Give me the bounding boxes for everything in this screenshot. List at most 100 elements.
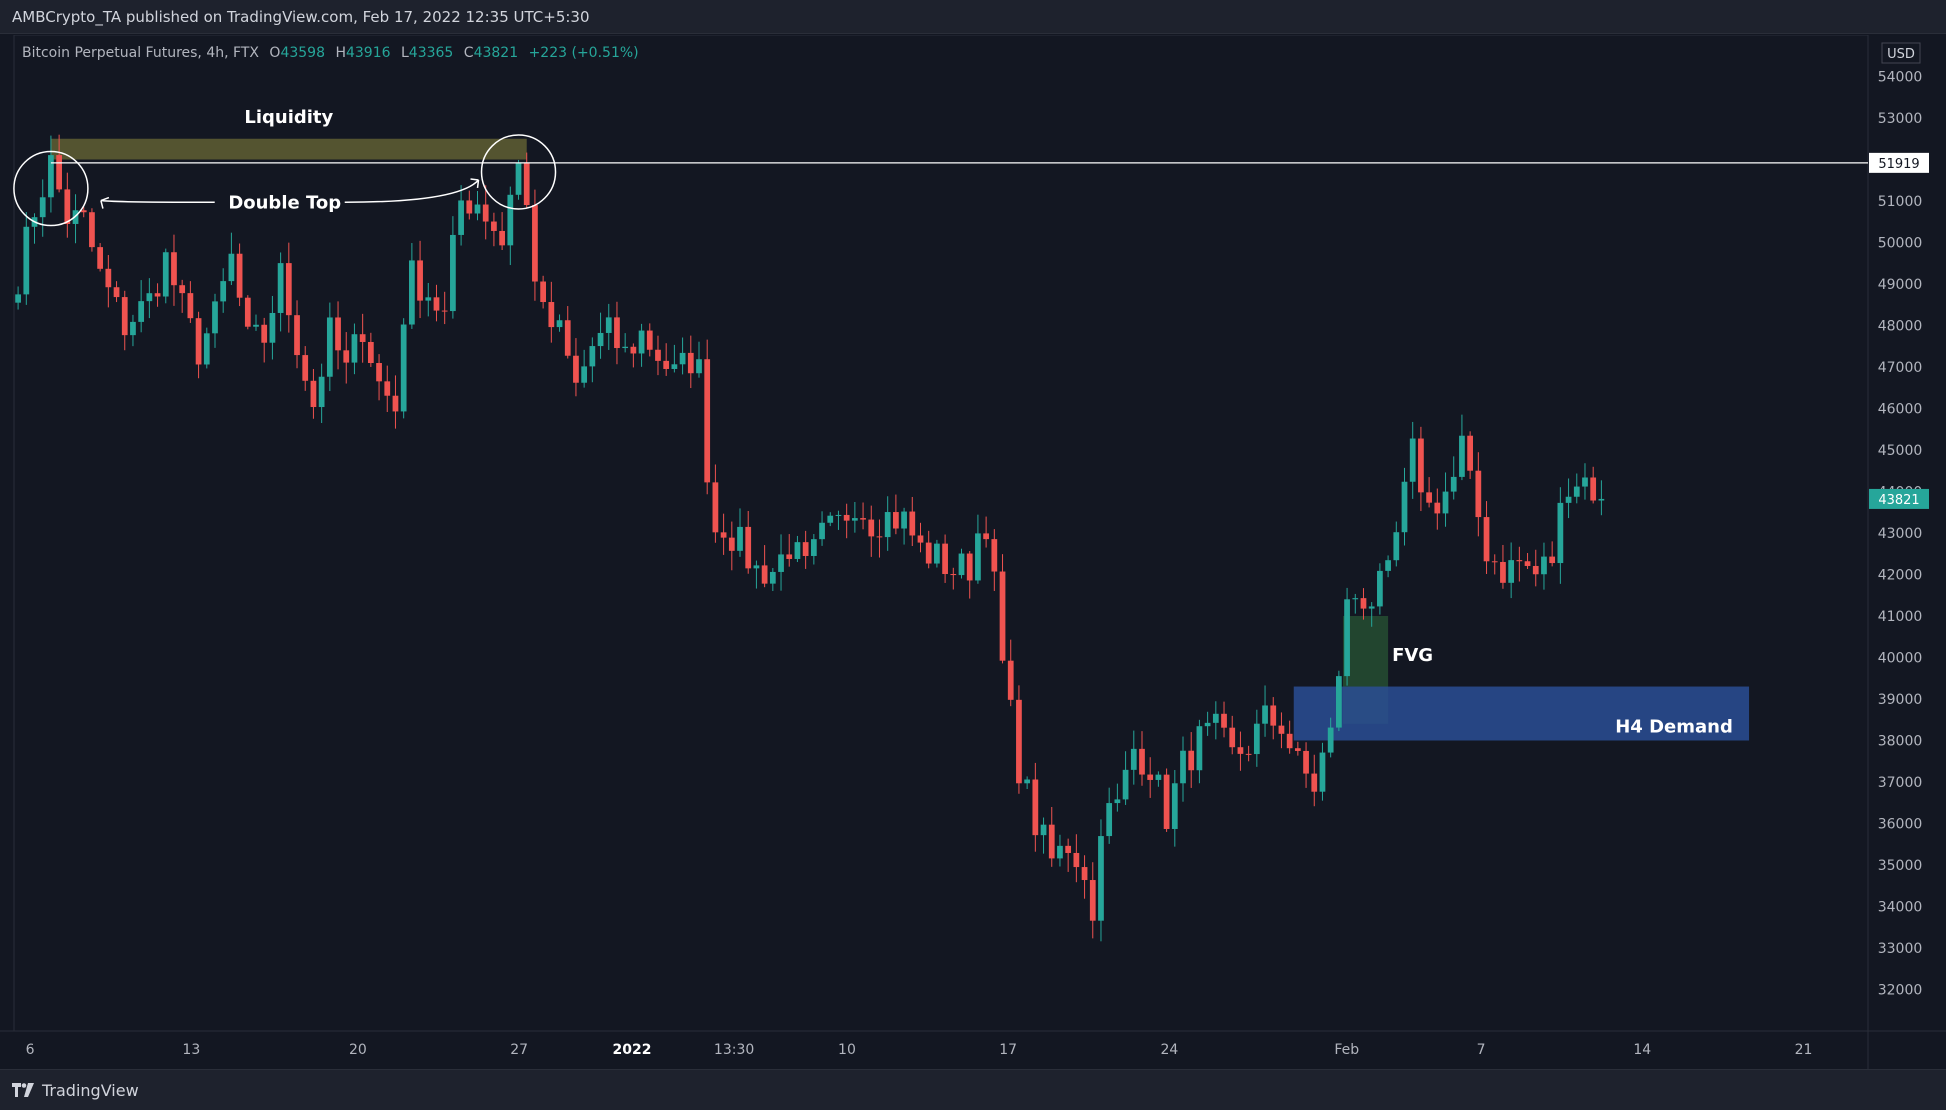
footer-brand: TradingView — [42, 1080, 139, 1100]
candle-body — [1401, 481, 1408, 533]
x-tick-label: 27 — [510, 1042, 528, 1058]
candle-body — [1262, 705, 1268, 724]
candle-body — [1130, 748, 1137, 770]
candle-body — [1598, 498, 1605, 501]
candle-body — [285, 263, 292, 316]
candle-body — [253, 324, 259, 327]
candle-body — [392, 395, 399, 412]
candle-body — [1426, 492, 1432, 503]
y-tick-label: 40000 — [1878, 651, 1923, 667]
double-top-arrow-left — [100, 199, 215, 203]
candle-body — [925, 542, 932, 564]
candle-body — [704, 359, 711, 483]
candle-body — [1409, 438, 1416, 482]
legend-change: +223 (+0.51%) — [528, 45, 639, 61]
candle-body — [1163, 774, 1170, 829]
candle-body — [671, 364, 678, 369]
candle-body — [1303, 750, 1309, 774]
candle-body — [1360, 598, 1367, 609]
candle-body — [154, 293, 161, 297]
candle-body — [835, 514, 842, 516]
candle-body — [269, 312, 276, 343]
candle-body — [1450, 476, 1457, 492]
candle-body — [97, 247, 104, 269]
candle-body — [474, 204, 481, 214]
candle-body — [294, 315, 300, 356]
y-tick-label: 49000 — [1878, 277, 1923, 293]
candle-body — [983, 533, 989, 540]
currency-label: USD — [1887, 47, 1915, 62]
candle-body — [195, 318, 202, 365]
x-tick-label: Feb — [1334, 1042, 1359, 1058]
x-tick-label: 10 — [838, 1042, 856, 1058]
candle-body — [1459, 435, 1465, 477]
candle-body — [1237, 747, 1244, 754]
arrow-head-left — [100, 196, 110, 209]
candle-body — [261, 324, 268, 343]
candle-body — [203, 333, 210, 365]
candle-body — [130, 321, 136, 336]
candle-body — [901, 511, 907, 529]
candle-body — [1311, 773, 1318, 792]
candle-body — [745, 526, 752, 569]
candle-body — [1221, 713, 1227, 728]
candle-body — [802, 542, 809, 556]
fvg-zone-label: FVG — [1392, 645, 1433, 666]
candle-body — [1065, 845, 1072, 853]
candle-body — [1524, 561, 1531, 566]
candle-body — [819, 522, 825, 540]
candle-body — [310, 380, 317, 408]
double-top-arrow-right — [344, 179, 480, 203]
candle-body — [1098, 836, 1104, 921]
candle-body — [655, 349, 661, 361]
y-tick-label: 47000 — [1878, 360, 1923, 376]
price-chart[interactable]: Liquidity FVG H4 Demand Double Top 32000 330… — [0, 34, 1946, 1069]
candle-body — [966, 553, 973, 581]
candle-body — [1483, 517, 1490, 562]
y-tick-label: 46000 — [1878, 402, 1923, 418]
candle-body — [113, 287, 120, 298]
candle-body — [326, 317, 333, 377]
candle-body — [1467, 435, 1473, 471]
candle-body — [646, 330, 653, 350]
chart-area[interactable]: Liquidity FVG H4 Demand Double Top 32000 330… — [0, 34, 1946, 1069]
candle-body — [1508, 560, 1515, 583]
candle-body — [1344, 599, 1350, 677]
candle-body — [1557, 502, 1564, 564]
candle-body — [720, 532, 727, 538]
candle-body — [622, 346, 629, 349]
candle-body — [1024, 779, 1031, 784]
candle-body — [409, 260, 415, 325]
last-price-tag — [1869, 488, 1929, 509]
candle-body — [909, 511, 916, 536]
x-tick-label: 13 — [182, 1042, 200, 1058]
candle-body — [1590, 477, 1597, 501]
y-tick-label: 33000 — [1878, 941, 1923, 957]
level-price-tag — [1869, 152, 1929, 173]
legend-open: 43598 — [280, 45, 325, 61]
candle-body — [663, 360, 670, 369]
demand-zone — [1293, 686, 1750, 741]
candle-body — [1057, 845, 1063, 859]
candle-body — [318, 376, 325, 408]
candle-body — [80, 210, 87, 213]
candle-body — [1139, 748, 1145, 775]
candle-body — [1516, 560, 1523, 562]
candle-body — [1565, 496, 1572, 503]
candle-body — [540, 281, 546, 303]
candle-body — [884, 512, 891, 538]
candle-body — [417, 260, 423, 301]
candle-body — [1171, 783, 1178, 829]
candle-body — [507, 194, 514, 246]
candle-body — [1278, 725, 1285, 734]
candle-body — [1032, 779, 1039, 836]
candle-body — [1327, 727, 1334, 753]
candle-body — [1253, 723, 1260, 755]
candle-body — [1106, 803, 1113, 837]
candle-body — [187, 293, 194, 319]
candle-body — [376, 363, 382, 382]
candle-body — [958, 553, 965, 576]
candle-body — [614, 317, 620, 349]
candle-body — [89, 212, 95, 248]
candle-body — [335, 317, 341, 351]
